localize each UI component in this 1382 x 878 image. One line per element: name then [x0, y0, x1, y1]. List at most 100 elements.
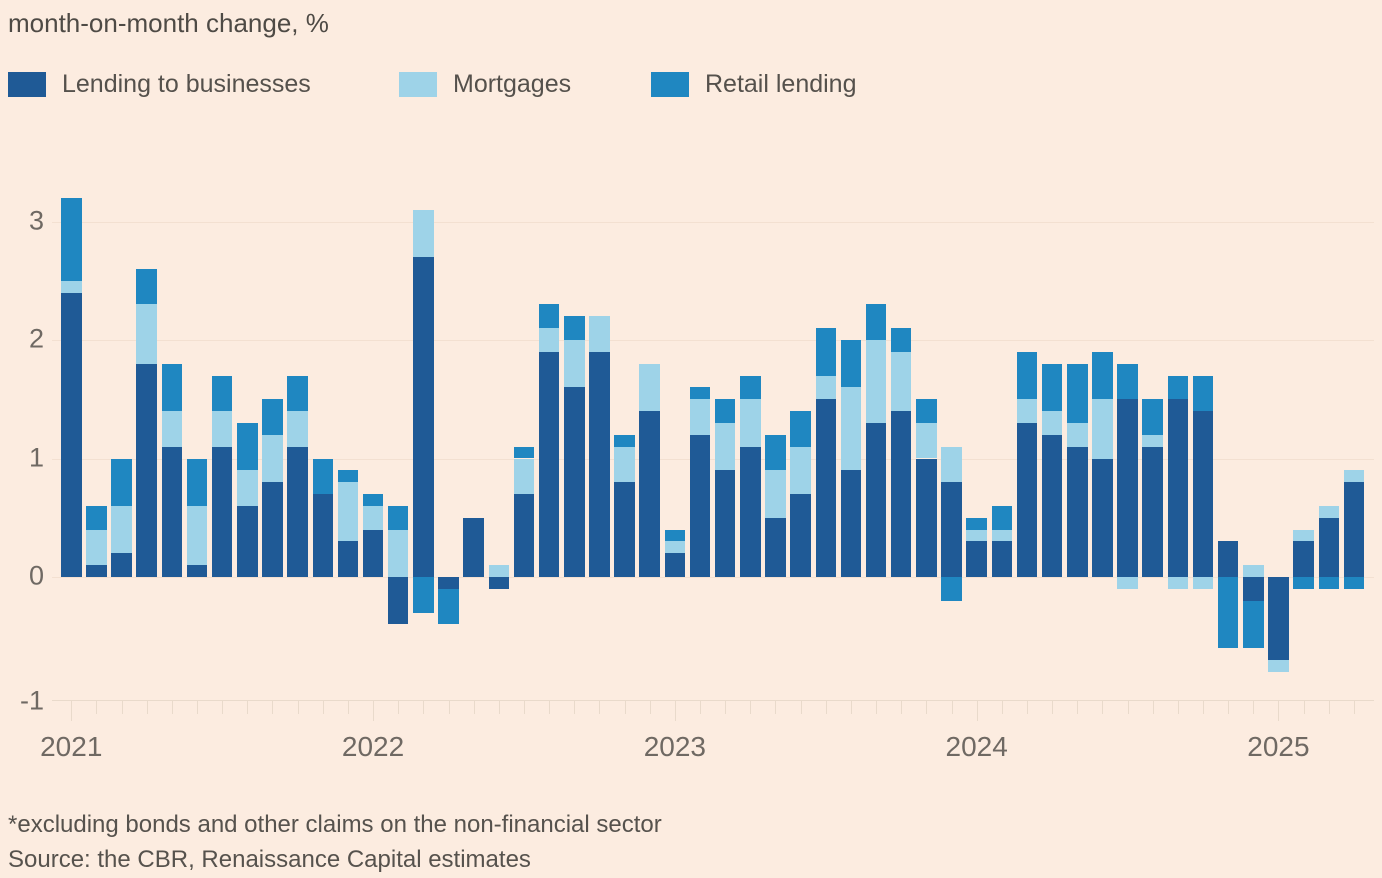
y-axis-label-3: 3 [28, 204, 44, 235]
bar-segment [1167, 375, 1189, 400]
bar-segment [463, 517, 484, 577]
bar-segment [1142, 434, 1163, 447]
bar-segment [714, 399, 736, 423]
bar-segment [488, 577, 510, 589]
x-axis-tick [574, 701, 576, 714]
chart-title: month-on-month change, % [8, 8, 329, 38]
bar-segment [111, 505, 132, 554]
x-axis-tick [171, 701, 173, 714]
y-axis-label-2: 2 [28, 323, 44, 354]
bar-segment [1343, 470, 1365, 483]
bar-segment [991, 529, 1013, 542]
bar-segment [287, 375, 308, 412]
bar-segment [1067, 446, 1088, 577]
x-axis-tick [222, 701, 224, 714]
bar-segment [186, 505, 208, 566]
bar-segment [689, 434, 711, 577]
bar-segment [438, 577, 459, 589]
bar-segment [413, 209, 434, 258]
x-axis-tick [1077, 701, 1079, 714]
bar-segment [136, 268, 157, 305]
x-axis-tick [876, 701, 878, 714]
x-axis-tick [1253, 701, 1255, 714]
x-axis-tick [297, 701, 299, 714]
bar-segment [488, 565, 510, 577]
bar-segment [991, 505, 1013, 530]
bar-segment [865, 304, 887, 340]
bar-segment [312, 458, 333, 495]
bar-segment [362, 529, 384, 577]
bar-segment [211, 375, 233, 412]
bar-segment [564, 387, 585, 577]
bar-segment [513, 494, 535, 577]
chart-footnote: *excluding bonds and other claims on the… [8, 811, 662, 838]
x-axis-tick [473, 701, 475, 714]
bar-segment [1167, 399, 1189, 577]
legend-item-retail-lending: Retail lending [651, 70, 857, 99]
bar-segment [1142, 446, 1163, 577]
bar-segment [61, 292, 82, 577]
bar-segment [1142, 399, 1163, 435]
bar-segment [1067, 363, 1088, 423]
x-axis-tick [247, 701, 249, 714]
bar-segment [664, 529, 686, 542]
x-axis-tick [1228, 701, 1230, 714]
x-axis-tick [549, 701, 551, 714]
bar-segment [790, 494, 811, 577]
bar-segment [1117, 363, 1138, 400]
bar-segment [941, 446, 962, 483]
bar-segment [287, 446, 308, 577]
bar-segment [111, 458, 132, 506]
bar-segment [865, 340, 887, 423]
legend-swatch-retail-lending [651, 72, 689, 97]
bar-segment [1092, 458, 1113, 577]
bar-segment [237, 505, 258, 577]
x-axis-tick [800, 701, 802, 714]
bar-segment [1217, 541, 1239, 577]
bar-segment [689, 399, 711, 435]
bar-segment [362, 494, 384, 506]
bar-segment [1041, 434, 1063, 577]
bar-segment [1192, 375, 1214, 412]
bar-segment [136, 363, 157, 577]
bar-segment [966, 529, 987, 542]
bar-segment [991, 541, 1013, 577]
bar-segment [564, 340, 585, 388]
bar-segment [211, 411, 233, 447]
bar-segment [513, 446, 535, 459]
bar-segment [513, 458, 535, 495]
bar-segment [61, 197, 82, 281]
bar-segment [337, 541, 359, 577]
bar-segment [1117, 399, 1138, 577]
x-axis-tick [121, 701, 123, 714]
bar-segment [589, 351, 610, 577]
x-axis-tick [423, 701, 425, 714]
x-axis-tick [649, 701, 651, 714]
x-axis-tick [96, 701, 98, 714]
bar-segment [1092, 351, 1113, 400]
bar-segment [1016, 399, 1038, 423]
bar-segment [941, 482, 962, 577]
bar-segment [161, 363, 183, 412]
bar-segment [1268, 659, 1289, 672]
bar-segment [740, 446, 761, 577]
bar-segment [362, 505, 384, 530]
bar-segment [890, 351, 912, 412]
bar-segment [840, 340, 862, 388]
bar-segment [589, 316, 610, 352]
bar-segment [262, 482, 283, 577]
x-axis-tick [825, 701, 827, 714]
bar-segment [1243, 577, 1264, 601]
bar-segment [1318, 577, 1339, 589]
bar-segment [337, 482, 359, 542]
legend-swatch-mortgages [399, 72, 437, 97]
bar-segment [86, 529, 107, 566]
gridline-y1 [52, 458, 1374, 460]
bar-segment [1318, 505, 1339, 518]
bar-segment [639, 411, 660, 577]
x-axis-tick [901, 701, 903, 714]
x-axis-year-label-2024: 2024 [945, 731, 1008, 762]
bar-segment [1067, 422, 1088, 447]
x-axis-tick [1152, 701, 1154, 714]
